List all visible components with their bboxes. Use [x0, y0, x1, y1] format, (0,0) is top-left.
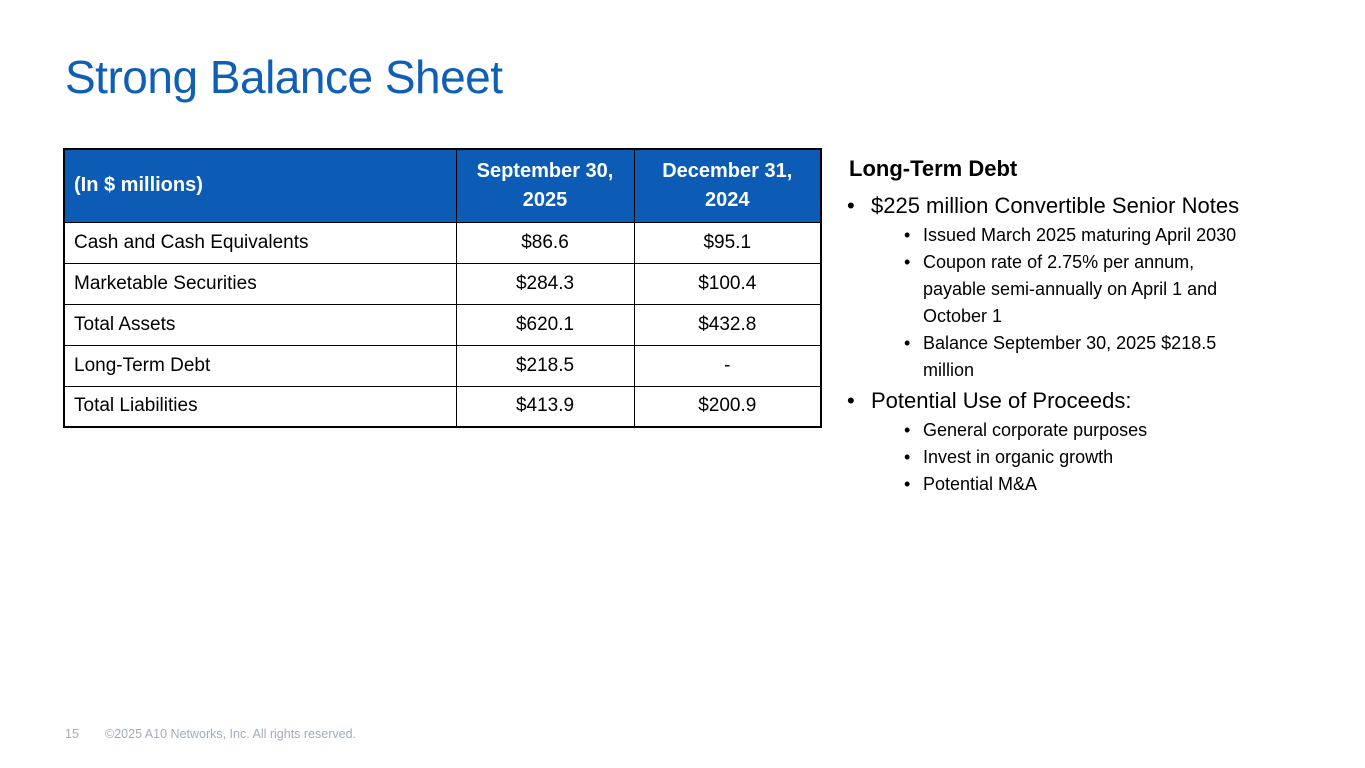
cell-value: $218.5 [455, 344, 635, 387]
table-header-row: (In $ millions) September 30, 2025 Decem… [63, 148, 822, 223]
sub-bullet-text: Potential M&A [923, 474, 1038, 495]
table-row-long-term-debt: Long-Term Debt $218.5 - [63, 344, 822, 387]
bullet-text: Potential Use of Proceeds: [871, 388, 1132, 414]
sub-bullet-text: General corporate purposes [923, 420, 1148, 441]
sub-bullet-text: Issued March 2025 maturing April 2030 [923, 225, 1237, 246]
cell-value: $413.9 [455, 385, 635, 428]
sub-bullet-item: Balance September 30, 2025 $218.5 millio… [904, 330, 1337, 384]
balance-sheet-table: (In $ millions) September 30, 2025 Decem… [63, 148, 822, 428]
sub-bullet-item: Invest in organic growth [904, 444, 1337, 471]
sub-bullet-item: Potential M&A [904, 471, 1337, 498]
cell-value: $284.3 [455, 262, 635, 305]
row-label: Total Assets [63, 303, 457, 346]
bullet-text: $225 million Convertible Senior Notes [871, 193, 1240, 219]
cell-value: - [633, 344, 822, 387]
sub-bullet-item: Coupon rate of 2.75% per annum, payable … [904, 249, 1337, 330]
row-label: Total Liabilities [63, 385, 457, 428]
table-header-sep-30-2025: September 30, 2025 [455, 148, 635, 223]
cell-value: $95.1 [633, 221, 822, 264]
row-label: Long-Term Debt [63, 344, 457, 387]
sub-bullet-text: Invest in organic growth [923, 447, 1114, 468]
cell-value: $620.1 [455, 303, 635, 346]
cell-value: $200.9 [633, 385, 822, 428]
table-row-total-liabilities: Total Liabilities $413.9 $200.9 [63, 385, 822, 428]
bullet-item: $225 million Convertible Senior Notes [847, 189, 1337, 222]
table-header-dec-31-2024: December 31, 2024 [633, 148, 822, 223]
row-label: Marketable Securities [63, 262, 457, 305]
page-number: 15 [65, 727, 79, 741]
page-title: Strong Balance Sheet [65, 51, 503, 103]
row-label: Cash and Cash Equivalents [63, 221, 457, 264]
table-row-total-assets: Total Assets $620.1 $432.8 [63, 303, 822, 346]
long-term-debt-notes: Long-Term Debt $225 million Convertible … [847, 156, 1337, 498]
sub-bullet-text: Balance September 30, 2025 $218.5 millio… [923, 333, 1217, 381]
table-row-marketable-securities: Marketable Securities $284.3 $100.4 [63, 262, 822, 305]
cell-value: $86.6 [455, 221, 635, 264]
sub-bullet-item: Issued March 2025 maturing April 2030 [904, 222, 1337, 249]
notes-heading: Long-Term Debt [849, 156, 1018, 181]
cell-value: $100.4 [633, 262, 822, 305]
copyright-text: ©2025 A10 Networks, Inc. All rights rese… [105, 727, 356, 741]
table-header-in-millions: (In $ millions) [63, 148, 457, 223]
cell-value: $432.8 [633, 303, 822, 346]
table-row-cash: Cash and Cash Equivalents $86.6 $95.1 [63, 221, 822, 264]
bullet-item: Potential Use of Proceeds: [847, 384, 1337, 417]
sub-bullet-item: General corporate purposes [904, 417, 1337, 444]
sub-bullet-text: Coupon rate of 2.75% per annum, payable … [923, 252, 1218, 327]
